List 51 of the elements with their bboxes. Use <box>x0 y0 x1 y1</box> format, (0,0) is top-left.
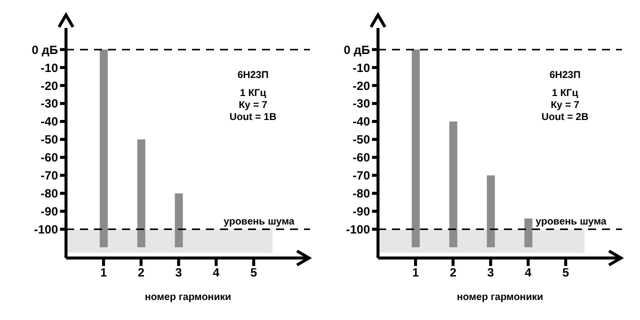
annotation: Ку = 7 <box>238 100 268 112</box>
bar <box>174 193 183 248</box>
annotation: Uout = 2В <box>540 112 590 124</box>
y-tick-label: -10 <box>352 60 370 75</box>
y-tick-label: -100 <box>346 222 370 237</box>
y-tick-label: -70 <box>40 168 58 183</box>
x-tick-label: 1 <box>100 266 108 280</box>
y-tick-label: -90 <box>40 204 58 219</box>
y-tick-label: -100 <box>34 222 58 237</box>
y-tick-label: -60 <box>352 150 370 165</box>
y-tick-label: -50 <box>352 132 370 147</box>
x-tick-label: 4 <box>212 266 220 280</box>
y-tick-label: -30 <box>40 96 58 111</box>
x-tick-label: 3 <box>175 266 182 280</box>
x-axis-title: номер гармоники <box>144 292 232 303</box>
y-tick-label: -10 <box>40 60 58 75</box>
x-tick-label: 5 <box>250 266 258 280</box>
annotation: Ку = 7 <box>550 100 580 112</box>
y-tick-label: -90 <box>352 204 370 219</box>
y-tick-label: 0 дБ <box>344 42 370 57</box>
y-tick-label: -60 <box>40 150 58 165</box>
x-tick-label: 3 <box>487 266 494 280</box>
y-tick-label: -50 <box>40 132 58 147</box>
annotation: 6Н23П <box>548 70 582 82</box>
band-label: уровень шума <box>224 216 295 228</box>
annotation: 6Н23П <box>236 70 270 82</box>
x-axis-title: номер гармоники <box>456 292 544 303</box>
y-tick-label: -40 <box>352 114 370 129</box>
bar <box>449 121 458 248</box>
annotation: Uout = 1В <box>228 112 278 124</box>
x-tick-label: 4 <box>524 266 532 280</box>
annotation: 1 КГц <box>238 88 268 100</box>
y-tick-label: -70 <box>352 168 370 183</box>
y-tick-label: -20 <box>352 78 370 93</box>
x-tick-label: 1 <box>412 266 420 280</box>
x-tick-label: 5 <box>562 266 570 280</box>
y-tick-label: -30 <box>352 96 370 111</box>
annotation: 1 КГц <box>550 88 580 100</box>
y-tick-label: -80 <box>352 186 370 201</box>
y-tick-label: -80 <box>40 186 58 201</box>
bar <box>100 50 108 248</box>
x-tick-label: 2 <box>450 266 457 280</box>
y-tick-label: -40 <box>40 114 58 129</box>
y-tick-label: 0 дБ <box>32 42 58 57</box>
bar <box>486 175 495 248</box>
x-tick-label: 2 <box>138 266 145 280</box>
band-label: уровень шума <box>536 216 607 228</box>
y-tick-label: -20 <box>40 78 58 93</box>
bar <box>524 218 532 248</box>
bar <box>412 50 420 248</box>
bar <box>137 139 146 248</box>
